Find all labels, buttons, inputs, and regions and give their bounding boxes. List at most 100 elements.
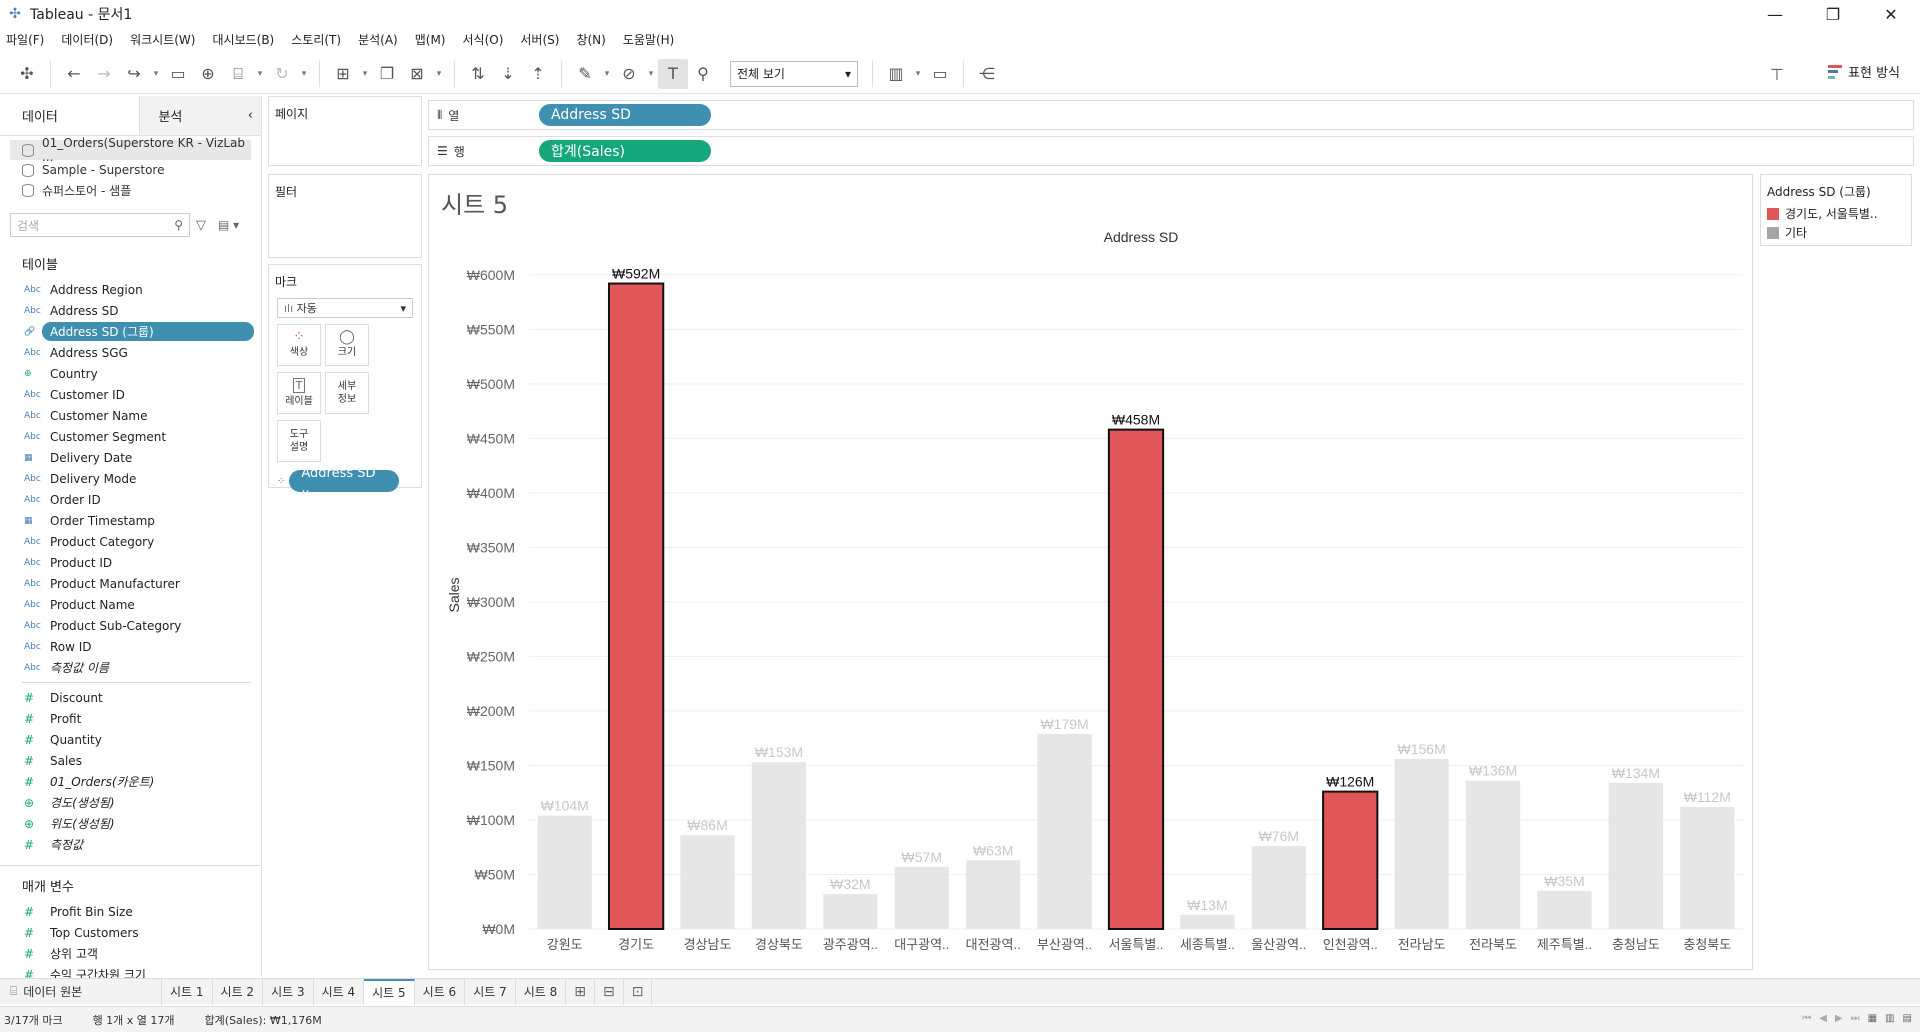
- save-icon[interactable]: ▭: [170, 64, 186, 83]
- tab-analysis[interactable]: 분석 ‹: [139, 96, 261, 135]
- highlight-icon[interactable]: ✎: [578, 64, 592, 83]
- collapse-pane-icon[interactable]: ‹: [247, 108, 253, 123]
- field-item[interactable]: # Sales: [0, 750, 261, 771]
- field-item[interactable]: # Profit Bin Size: [0, 901, 261, 922]
- chart-bar[interactable]: [1180, 914, 1235, 929]
- chart-bar[interactable]: [751, 762, 807, 929]
- undo-icon[interactable]: ←: [67, 64, 81, 83]
- menu-worksheet[interactable]: 워크시트(W): [130, 32, 196, 47]
- field-item[interactable]: Abc Address SGG: [0, 342, 261, 363]
- field-item[interactable]: # Profit: [0, 708, 261, 729]
- field-item[interactable]: # 측정값: [0, 834, 261, 855]
- clear-sheet-icon[interactable]: ⊠: [410, 64, 424, 83]
- new-story-icon[interactable]: ⊡: [624, 978, 653, 1005]
- color-field-pill[interactable]: Address SD ..: [289, 466, 400, 496]
- fit-view-select[interactable]: 전체 보기 ▾: [730, 60, 858, 87]
- datasource-item[interactable]: 슈퍼스토어 - 샘플: [10, 180, 251, 200]
- label-button[interactable]: T 레이블: [277, 372, 321, 414]
- legend-item[interactable]: 경기도, 서울특별..: [1761, 204, 1911, 223]
- show-tabs-icon[interactable]: ▤: [1902, 1013, 1912, 1024]
- next-sheet-icon[interactable]: ▶: [1834, 1013, 1843, 1024]
- tableau-home-icon[interactable]: ✣: [20, 64, 34, 83]
- tab-sheet[interactable]: 시트 8: [516, 978, 567, 1005]
- field-item[interactable]: Abc Product Category: [0, 531, 261, 552]
- replay-dropdown-icon[interactable]: ▾: [153, 68, 159, 79]
- show-me-button[interactable]: 표현 방식: [1828, 62, 1900, 81]
- field-item[interactable]: ▦ Delivery Date: [0, 447, 261, 468]
- cards-dropdown-icon[interactable]: ▾: [915, 68, 921, 79]
- chart-bar[interactable]: [1537, 890, 1592, 929]
- fix-axes-icon[interactable]: ⚲: [697, 64, 709, 83]
- highlight-dropdown-icon[interactable]: ▾: [604, 68, 610, 79]
- pause-dropdown-icon[interactable]: ▾: [257, 68, 263, 79]
- menu-dashboard[interactable]: 대시보드(B): [212, 32, 275, 47]
- tooltip-button[interactable]: 도구 설명: [277, 420, 321, 462]
- menu-server[interactable]: 서버(S): [520, 32, 560, 47]
- replay-icon[interactable]: ↪: [127, 64, 141, 83]
- chart-bar[interactable]: [1107, 428, 1165, 930]
- sort-descending-icon[interactable]: ⇡: [531, 64, 545, 83]
- field-item[interactable]: Abc Customer ID: [0, 384, 261, 405]
- field-search-input[interactable]: 검색 ⚲: [10, 213, 190, 237]
- columns-pill[interactable]: Address SD: [539, 104, 711, 126]
- clear-dropdown-icon[interactable]: ▾: [436, 68, 442, 79]
- menu-data[interactable]: 데이터(D): [61, 32, 114, 47]
- menu-analysis[interactable]: 분석(A): [358, 32, 398, 47]
- field-item[interactable]: ▦ Order Timestamp: [0, 510, 261, 531]
- new-sheet-icon[interactable]: ⊞: [336, 64, 350, 83]
- view-list-icon[interactable]: ▤ ▾: [218, 218, 240, 232]
- show-filmstrip-icon[interactable]: ▥: [1885, 1013, 1895, 1024]
- rows-shelf[interactable]: ☰ 행 합계(Sales): [428, 136, 1914, 166]
- menu-story[interactable]: 스토리(T): [291, 32, 342, 47]
- minimize-button[interactable]: —: [1767, 4, 1783, 24]
- size-button[interactable]: ◯ 크기: [325, 324, 369, 366]
- field-item[interactable]: Abc Customer Name: [0, 405, 261, 426]
- tab-sheet[interactable]: 시트 5: [364, 978, 415, 1005]
- field-item[interactable]: # Quantity: [0, 729, 261, 750]
- chart-bar[interactable]: [1465, 780, 1521, 929]
- new-dashboard-icon[interactable]: ⊟: [595, 978, 624, 1005]
- field-item[interactable]: Abc Order ID: [0, 489, 261, 510]
- pause-updates-icon[interactable]: ⌸: [233, 63, 243, 83]
- field-item[interactable]: Abc Address SD: [0, 300, 261, 321]
- chart-bar[interactable]: [1322, 790, 1379, 931]
- field-item[interactable]: Abc Product Sub-Category: [0, 615, 261, 636]
- field-item[interactable]: Abc Row ID: [0, 636, 261, 657]
- field-item[interactable]: # Top Customers: [0, 922, 261, 943]
- redo-icon[interactable]: →: [97, 64, 111, 83]
- sort-ascending-icon[interactable]: ⇣: [501, 64, 515, 83]
- datasource-item[interactable]: 01_Orders(Superstore KR - VizLab ...: [10, 136, 251, 164]
- close-button[interactable]: ✕: [1884, 4, 1898, 24]
- refresh-dropdown-icon[interactable]: ▾: [301, 68, 307, 79]
- chart-bar[interactable]: [1680, 806, 1735, 929]
- share-icon[interactable]: ⋲: [979, 64, 995, 83]
- field-item[interactable]: # Discount: [0, 687, 261, 708]
- columns-shelf[interactable]: ⦀ 열 Address SD: [428, 100, 1914, 130]
- new-worksheet-icon[interactable]: ⊞: [566, 978, 595, 1005]
- chart-bar[interactable]: [1037, 733, 1092, 929]
- chart-bar[interactable]: [1394, 758, 1449, 929]
- menu-help[interactable]: 도움말(H): [622, 32, 675, 47]
- menu-file[interactable]: 파일(F): [6, 32, 45, 47]
- field-item[interactable]: Abc Delivery Mode: [0, 468, 261, 489]
- datasource-item[interactable]: Sample - Superstore: [10, 160, 251, 180]
- menu-window[interactable]: 창(N): [576, 32, 606, 47]
- field-item[interactable]: ⊕ Country: [0, 363, 261, 384]
- tab-sheet[interactable]: 시트 2: [213, 978, 264, 1005]
- chart-bar[interactable]: [966, 860, 1021, 929]
- presentation-mode-icon[interactable]: ▭: [932, 64, 948, 83]
- menu-map[interactable]: 맵(M): [414, 32, 446, 47]
- filter-fields-icon[interactable]: ▽: [196, 217, 206, 233]
- field-item[interactable]: ⊕ 경도(생성됨): [0, 792, 261, 813]
- field-item[interactable]: Abc 측정값 이름: [0, 657, 261, 678]
- prev-sheet-icon[interactable]: ◀: [1819, 1013, 1827, 1024]
- field-item[interactable]: ⊕ 위도(생성됨): [0, 813, 261, 834]
- field-item[interactable]: Abc Product Name: [0, 594, 261, 615]
- first-sheet-icon[interactable]: ⏮: [1802, 1013, 1812, 1024]
- restore-button[interactable]: ❐: [1825, 4, 1841, 24]
- tab-sheet[interactable]: 시트 7: [465, 978, 516, 1005]
- menu-format[interactable]: 서식(O): [462, 32, 504, 47]
- detail-button[interactable]: 세부 정보: [325, 372, 369, 414]
- tooltip-pin-icon[interactable]: ⊤: [1770, 64, 1784, 84]
- chart-bar[interactable]: [823, 894, 878, 929]
